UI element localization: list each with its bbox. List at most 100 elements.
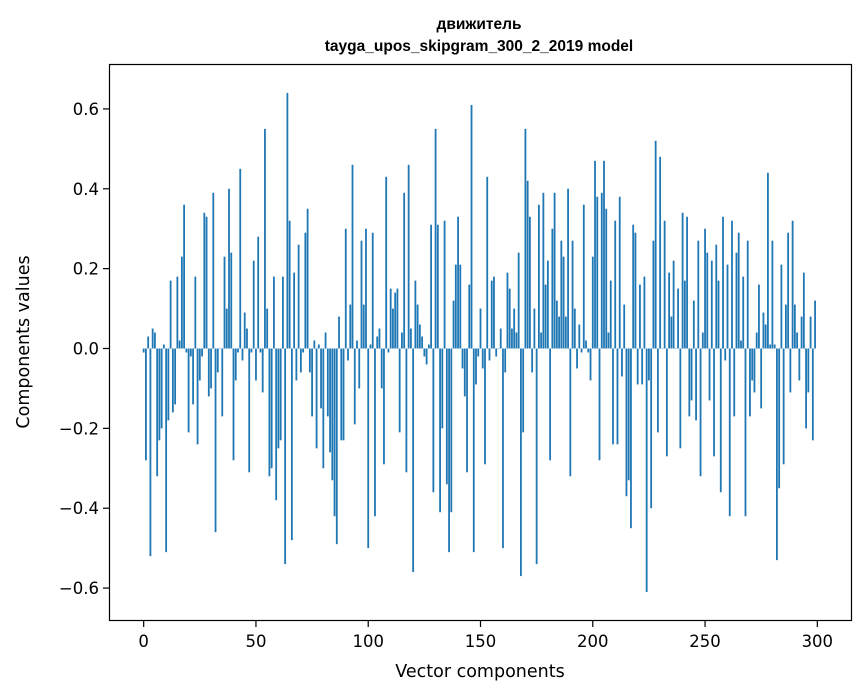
bar bbox=[241, 348, 244, 361]
bar bbox=[737, 232, 740, 349]
bar bbox=[214, 348, 217, 533]
bar bbox=[654, 140, 657, 349]
bar bbox=[670, 316, 673, 349]
bar bbox=[811, 348, 814, 441]
bar bbox=[335, 348, 338, 545]
bar bbox=[342, 348, 345, 441]
bar bbox=[537, 204, 540, 349]
bar bbox=[234, 348, 237, 381]
bar bbox=[715, 244, 718, 349]
bar bbox=[201, 348, 203, 357]
bar bbox=[205, 216, 208, 349]
bar bbox=[713, 348, 715, 457]
bar bbox=[598, 348, 601, 461]
bar bbox=[753, 348, 756, 393]
bar bbox=[769, 344, 772, 349]
bar bbox=[506, 272, 509, 349]
bar bbox=[405, 348, 408, 473]
bar bbox=[621, 348, 623, 377]
bar bbox=[376, 336, 379, 349]
bar bbox=[515, 332, 518, 349]
bar bbox=[648, 348, 650, 381]
x-tick-label: 250 bbox=[689, 632, 721, 651]
bar bbox=[652, 240, 655, 349]
bar bbox=[800, 316, 803, 349]
bar bbox=[252, 260, 255, 349]
bar bbox=[142, 348, 145, 353]
bar bbox=[169, 280, 172, 349]
bar bbox=[412, 348, 415, 573]
bar bbox=[740, 340, 742, 349]
bar bbox=[636, 348, 639, 385]
bar bbox=[192, 348, 194, 405]
bar bbox=[389, 288, 392, 349]
bar bbox=[320, 348, 322, 409]
bar bbox=[266, 308, 269, 349]
bar bbox=[724, 348, 727, 361]
bar bbox=[414, 280, 417, 349]
bar bbox=[762, 312, 765, 349]
bar bbox=[481, 348, 484, 369]
bar bbox=[470, 104, 473, 349]
bar bbox=[589, 348, 592, 381]
bar bbox=[374, 348, 376, 517]
bar bbox=[180, 256, 183, 349]
bar bbox=[333, 348, 336, 517]
bar bbox=[385, 176, 388, 349]
bar bbox=[443, 220, 446, 349]
bar bbox=[699, 348, 702, 477]
bar bbox=[315, 348, 318, 449]
x-tick-label: 300 bbox=[802, 632, 834, 651]
bar bbox=[313, 340, 316, 349]
bar bbox=[383, 348, 385, 465]
bar bbox=[162, 344, 165, 349]
bar bbox=[650, 348, 653, 509]
x-tick-label: 100 bbox=[352, 632, 384, 651]
bar bbox=[167, 348, 170, 421]
bar bbox=[551, 228, 554, 349]
bar bbox=[569, 348, 572, 477]
bar bbox=[369, 344, 372, 349]
bar bbox=[623, 304, 626, 349]
bar bbox=[430, 224, 432, 349]
bar bbox=[356, 340, 358, 349]
bar bbox=[237, 348, 239, 353]
bar bbox=[360, 240, 363, 349]
bar bbox=[706, 252, 709, 349]
bar bbox=[681, 212, 684, 349]
bar bbox=[165, 348, 168, 553]
bars-group bbox=[142, 92, 816, 593]
bar bbox=[688, 348, 691, 417]
bar bbox=[196, 348, 199, 445]
bar bbox=[484, 348, 486, 465]
bar bbox=[764, 324, 767, 349]
bar bbox=[409, 328, 412, 349]
bar bbox=[171, 348, 174, 413]
bar bbox=[587, 348, 590, 353]
bar bbox=[302, 348, 305, 353]
bar bbox=[228, 188, 230, 349]
x-tick-label: 0 bbox=[138, 632, 149, 651]
bar bbox=[454, 264, 457, 349]
bar bbox=[174, 348, 177, 405]
bar bbox=[367, 348, 370, 549]
bar bbox=[183, 204, 185, 349]
bar bbox=[225, 308, 228, 349]
bar bbox=[290, 348, 293, 541]
bar bbox=[571, 240, 574, 349]
bar bbox=[293, 272, 296, 349]
bar bbox=[362, 304, 365, 349]
y-tick-label: 0.4 bbox=[73, 180, 99, 199]
bar bbox=[533, 308, 536, 349]
bar bbox=[778, 348, 781, 489]
bar bbox=[520, 348, 522, 577]
bar bbox=[416, 304, 419, 349]
bar bbox=[210, 348, 212, 389]
bar bbox=[380, 348, 383, 389]
bar bbox=[526, 180, 529, 349]
bar bbox=[457, 216, 459, 349]
plot-frame bbox=[108, 63, 853, 622]
bar bbox=[609, 280, 612, 349]
bar bbox=[270, 348, 273, 469]
bar bbox=[198, 348, 201, 381]
